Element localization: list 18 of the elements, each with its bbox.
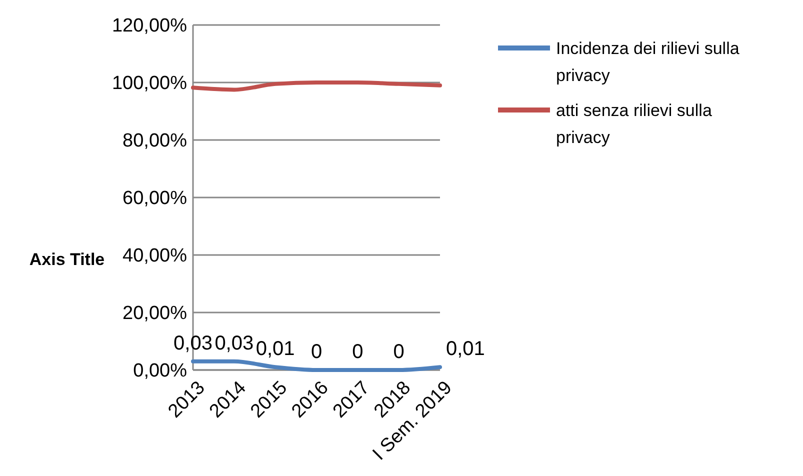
line-series <box>191 80 442 92</box>
y-tick-label: 80,00% <box>122 130 188 152</box>
y-tick-label: 60,00% <box>122 188 188 210</box>
data-label: 0 <box>310 341 322 363</box>
y-tick-label: 100,00% <box>112 73 188 94</box>
data-label: 0 <box>393 341 404 363</box>
y-tick-label: 20,00% <box>122 303 188 324</box>
legend-label: atti senza rilievi sulla privacy <box>556 100 712 147</box>
legend-label: Incidenza dei rilievi sulla privacy <box>556 38 740 85</box>
y-axis-title: Axis Title <box>29 250 105 269</box>
data-label: 0,01 <box>446 338 485 360</box>
y-tick-label: 120,00% <box>112 16 188 37</box>
data-label: 0,03 <box>214 332 254 354</box>
data-label: 0,03 <box>174 332 212 354</box>
y-tick-label: 40,00% <box>122 246 188 267</box>
data-label: 0 <box>352 341 364 363</box>
data-label: 0,01 <box>256 338 295 360</box>
y-tick-label: 0,00% <box>133 360 188 382</box>
